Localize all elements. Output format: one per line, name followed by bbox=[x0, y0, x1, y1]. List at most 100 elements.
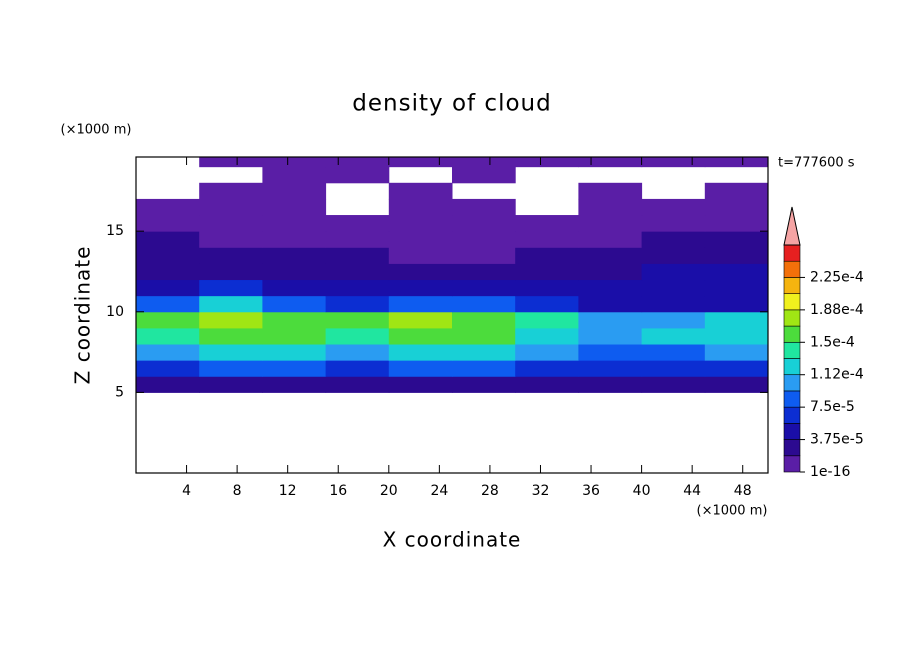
contour-cell bbox=[136, 311, 200, 329]
contour-cell bbox=[515, 279, 579, 297]
contour-cell bbox=[388, 344, 453, 361]
x-tick-label: 32 bbox=[532, 483, 550, 499]
colorbar-band bbox=[783, 374, 801, 392]
contour-cell bbox=[199, 215, 263, 232]
colorbar-tick-label: 1.12e-4 bbox=[810, 367, 864, 383]
colorbar-band bbox=[783, 309, 801, 327]
contour-cell bbox=[325, 166, 390, 184]
contour-cell bbox=[325, 247, 390, 264]
contour-cell bbox=[262, 344, 327, 361]
contour-cell bbox=[704, 157, 768, 168]
y-unit: (×1000 m) bbox=[61, 123, 132, 138]
y-axis-label: Z coordinate bbox=[71, 246, 95, 385]
contour-cell bbox=[578, 215, 643, 232]
contour-cell bbox=[136, 295, 200, 313]
colorbar-band bbox=[783, 358, 801, 376]
contour-cell bbox=[388, 182, 453, 200]
colorbar-band bbox=[783, 423, 801, 440]
contour-cell bbox=[641, 263, 706, 281]
contour-cell bbox=[452, 344, 516, 361]
x-axis-label: X coordinate bbox=[383, 528, 522, 552]
contour-cell bbox=[136, 215, 200, 232]
contour-cell bbox=[578, 376, 643, 393]
contour-cell bbox=[325, 231, 390, 248]
contour-cell bbox=[262, 198, 327, 216]
contour-cell bbox=[704, 344, 768, 361]
contour-cell bbox=[388, 247, 453, 264]
contour-cell bbox=[136, 376, 200, 393]
x-tick-label: 4 bbox=[182, 483, 191, 499]
contour-cell bbox=[641, 215, 706, 232]
contour-cell bbox=[452, 198, 516, 216]
colorbar-tick-label: 1e-16 bbox=[810, 464, 850, 480]
contour-cell bbox=[704, 215, 768, 232]
contour-cell bbox=[388, 231, 453, 248]
contour-cell bbox=[515, 344, 579, 361]
x-tick-label: 44 bbox=[683, 483, 701, 499]
contour-cell bbox=[452, 263, 516, 281]
x-tick-label: 20 bbox=[380, 483, 398, 499]
contour-cell bbox=[704, 263, 768, 281]
contour-cell bbox=[452, 360, 516, 377]
contour-cell bbox=[452, 166, 516, 184]
y-tick-label: 15 bbox=[106, 223, 124, 239]
contour-cell bbox=[262, 231, 327, 248]
contour-cell bbox=[704, 247, 768, 264]
x-tick-label: 40 bbox=[633, 483, 651, 499]
x-tick-label: 48 bbox=[734, 483, 752, 499]
x-tick-label: 28 bbox=[481, 483, 499, 499]
contour-cell bbox=[199, 295, 263, 313]
colorbar-band bbox=[783, 277, 801, 294]
contour-cell bbox=[325, 376, 390, 393]
colorbar-tick-label: 1.88e-4 bbox=[810, 302, 864, 318]
colorbar-tick-label: 2.25e-4 bbox=[810, 269, 864, 285]
contour-cell bbox=[578, 247, 643, 264]
contour-cell bbox=[452, 157, 516, 168]
y-tick-label: 10 bbox=[106, 304, 124, 320]
colorbar-band bbox=[783, 260, 801, 278]
contour-cell bbox=[388, 360, 453, 377]
contour-cell bbox=[199, 157, 263, 168]
y-tick-label: 5 bbox=[115, 384, 124, 400]
contour-cell bbox=[262, 263, 327, 281]
colorbar-band bbox=[783, 325, 801, 343]
contour-cell bbox=[199, 263, 263, 281]
contour-cell bbox=[199, 279, 263, 297]
contour-cell bbox=[578, 311, 643, 329]
contour-cell bbox=[641, 231, 706, 248]
contour-cell bbox=[388, 376, 453, 393]
x-tick-label: 16 bbox=[329, 483, 347, 499]
contour-cell bbox=[704, 376, 768, 393]
contour-cell bbox=[515, 360, 579, 377]
contour-cell bbox=[641, 376, 706, 393]
contour-cell bbox=[515, 263, 579, 281]
x-tick-label: 36 bbox=[582, 483, 600, 499]
x-tick-label: 24 bbox=[430, 483, 448, 499]
contour-cell bbox=[578, 344, 643, 361]
contour-cell bbox=[136, 198, 200, 216]
contour-cell bbox=[578, 157, 643, 168]
x-tick-label: 8 bbox=[233, 483, 242, 499]
contour-cell bbox=[704, 311, 768, 329]
contour-cell bbox=[262, 157, 327, 168]
time-annotation: t=777600 s bbox=[778, 156, 855, 171]
contour-cell bbox=[578, 360, 643, 377]
contour-cell bbox=[325, 311, 390, 329]
contour-cell bbox=[262, 295, 327, 313]
contour-cell bbox=[325, 360, 390, 377]
contour-cell bbox=[704, 231, 768, 248]
contour-cell bbox=[136, 360, 200, 377]
contour-cell bbox=[388, 215, 453, 232]
contour-cell bbox=[578, 263, 643, 281]
contour-cell bbox=[199, 360, 263, 377]
contour-cell bbox=[641, 344, 706, 361]
contour-cell bbox=[199, 198, 263, 216]
contour-cell bbox=[325, 327, 390, 345]
contour-cell bbox=[262, 360, 327, 377]
contour-cell bbox=[515, 327, 579, 345]
contour-cell bbox=[704, 182, 768, 200]
contour-cell bbox=[641, 198, 706, 216]
contour-cell bbox=[199, 376, 263, 393]
contour-cell bbox=[199, 327, 263, 345]
contour-cell bbox=[641, 295, 706, 313]
